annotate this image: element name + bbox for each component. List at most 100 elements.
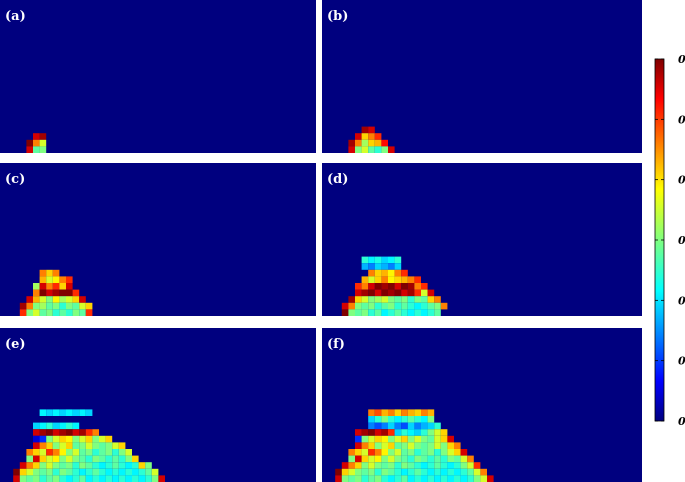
heatmap-cell	[118, 475, 126, 482]
heatmap-cell	[105, 442, 113, 449]
heatmap-cell	[46, 276, 53, 283]
heatmap-cell	[388, 468, 395, 476]
heatmap-cell	[52, 442, 60, 449]
heatmap-cell	[440, 302, 448, 310]
panel-d: (d)	[322, 163, 642, 316]
heatmap-cell	[26, 462, 33, 469]
heatmap-cell	[26, 468, 33, 476]
heatmap-cell	[39, 468, 47, 476]
colorbar-tick-label: 0.2	[678, 294, 685, 307]
heatmap-cell	[381, 422, 388, 430]
heatmap-cell	[59, 422, 66, 430]
heatmap-cell	[99, 475, 106, 482]
heatmap-cell	[138, 462, 146, 469]
heatmap-cell	[414, 302, 421, 310]
heatmap-cell	[33, 462, 40, 469]
heatmap-cell	[66, 283, 73, 290]
heatmap-cell	[341, 302, 349, 310]
heatmap-cell	[374, 468, 382, 476]
heatmap-cell	[348, 139, 355, 147]
heatmap-cell	[33, 133, 40, 140]
heatmap-cell	[46, 296, 53, 303]
heatmap-cell	[348, 309, 355, 316]
heatmap-cell	[92, 435, 99, 443]
heatmap-cell	[125, 475, 132, 482]
heatmap-cell	[460, 449, 468, 456]
colorbar-tick-label: 0.6	[678, 53, 685, 66]
heatmap-cell	[52, 429, 60, 436]
heatmap-cell	[66, 296, 73, 303]
heatmap-cell	[447, 455, 454, 463]
panel-label: (a)	[5, 9, 26, 24]
heatmap-cell	[434, 302, 441, 310]
heatmap-cell	[26, 309, 33, 316]
heatmap-cell	[394, 416, 402, 423]
heatmap-cell	[335, 468, 342, 476]
heatmap-cell	[46, 435, 53, 443]
heatmap-cell	[79, 468, 86, 476]
heatmap-cell	[52, 276, 60, 283]
heatmap-cell	[401, 276, 408, 283]
colorbar-tick-label: 0.3	[678, 234, 685, 247]
heatmap-cell	[421, 409, 428, 416]
heatmap-cell	[46, 309, 53, 316]
heatmap-cell	[401, 302, 408, 310]
heatmap-cell	[33, 309, 40, 316]
heatmap-cell	[434, 449, 441, 456]
heatmap-cell	[39, 409, 47, 416]
heatmap-cell	[355, 455, 362, 463]
heatmap-cell	[361, 435, 369, 443]
heatmap-cell	[374, 455, 382, 463]
heatmap-cell	[388, 276, 395, 283]
heatmap-cell	[361, 276, 369, 283]
heatmap-cell	[414, 455, 421, 463]
heatmap-cell	[394, 276, 402, 283]
heatmap-cell	[454, 442, 461, 449]
heatmap-cell	[473, 462, 481, 469]
heatmap-cell	[414, 442, 421, 449]
heatmap-cell	[388, 256, 395, 264]
panel-f: (f)	[322, 328, 642, 482]
heatmap-cell	[388, 475, 395, 482]
heatmap-cell	[125, 468, 132, 476]
heatmap-cell	[467, 468, 474, 476]
heatmap-cell	[421, 422, 428, 430]
heatmap-cell	[39, 269, 47, 277]
heatmap-cell	[381, 309, 388, 316]
heatmap-cell	[407, 435, 415, 443]
heatmap-cell	[99, 468, 106, 476]
heatmap-cell	[388, 296, 395, 303]
heatmap-cell	[72, 409, 80, 416]
heatmap-cell	[381, 416, 388, 423]
heatmap-cell	[52, 449, 60, 456]
heatmap-cell	[440, 468, 448, 476]
heatmap-cell	[112, 455, 119, 463]
heatmap-cell	[374, 416, 382, 423]
heatmap-cell	[46, 475, 53, 482]
heatmap-cell	[401, 309, 408, 316]
heatmap-cell	[401, 416, 408, 423]
heatmap-cell	[72, 422, 80, 430]
heatmap-cell	[401, 429, 408, 436]
heatmap-cell	[341, 462, 349, 469]
heatmap-cell	[388, 409, 395, 416]
heatmap-cell	[66, 468, 73, 476]
heatmap-cell	[414, 449, 421, 456]
heatmap-cell	[480, 468, 487, 476]
heatmap-cell	[341, 309, 349, 316]
heatmap-cell	[394, 435, 402, 443]
heatmap-cell	[361, 462, 369, 469]
heatmap-cell	[381, 455, 388, 463]
heatmap-cell	[427, 409, 435, 416]
heatmap-cell	[26, 455, 33, 463]
heatmap-cell	[59, 289, 66, 297]
heatmap-cell	[39, 442, 47, 449]
heatmap-cell	[85, 449, 93, 456]
heatmap-cell	[374, 449, 382, 456]
panel-b: (b)	[322, 0, 642, 153]
panel-e: (e)	[0, 328, 316, 482]
heatmap-cell	[434, 442, 441, 449]
heatmap-cell	[19, 475, 27, 482]
heatmap-cell	[355, 133, 362, 140]
heatmap-cell	[454, 455, 461, 463]
